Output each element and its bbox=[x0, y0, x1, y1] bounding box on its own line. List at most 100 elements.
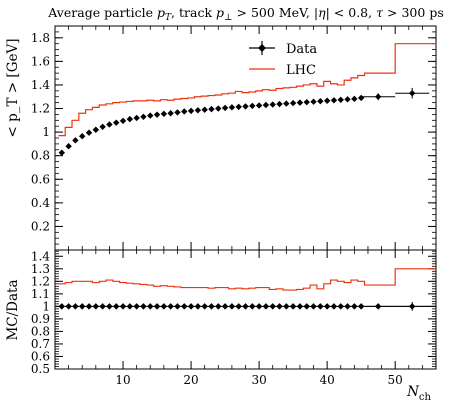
y-axis-label: < p_T > [GeV] bbox=[5, 39, 21, 138]
data-point bbox=[408, 90, 416, 97]
data-point bbox=[337, 303, 344, 310]
data-point bbox=[283, 303, 290, 310]
main-series-data bbox=[58, 87, 430, 156]
data-point bbox=[133, 303, 140, 310]
ratio-y-axis-label: MC/Data bbox=[5, 279, 21, 340]
ratio-x-tick-label: 20 bbox=[183, 373, 198, 387]
ratio-x-tick-label: 30 bbox=[251, 373, 266, 387]
data-point bbox=[283, 100, 290, 107]
data-point bbox=[201, 303, 208, 310]
ratio-y-tick-label: 1 bbox=[42, 299, 50, 313]
data-point bbox=[235, 303, 242, 310]
data-point bbox=[310, 303, 317, 310]
data-point bbox=[119, 117, 127, 125]
data-point bbox=[187, 107, 195, 115]
data-point bbox=[92, 303, 100, 310]
ratio-y-tick-label: 0.5 bbox=[31, 362, 50, 376]
data-point bbox=[255, 303, 263, 310]
data-point bbox=[323, 303, 331, 310]
data-point bbox=[79, 133, 86, 140]
data-point bbox=[215, 303, 222, 310]
data-point bbox=[228, 104, 236, 111]
data-point bbox=[374, 303, 382, 310]
data-point bbox=[296, 303, 304, 310]
ratio-y-tick-label: 1.1 bbox=[31, 287, 50, 301]
ratio-y-tick-label: 0.6 bbox=[31, 349, 50, 363]
main-y-tick-label: 0.2 bbox=[31, 219, 50, 233]
data-point bbox=[187, 303, 195, 310]
data-point bbox=[153, 111, 161, 118]
data-point bbox=[208, 303, 215, 310]
ratio-y-tick-label: 1.3 bbox=[31, 262, 50, 276]
data-point bbox=[174, 303, 181, 310]
data-point bbox=[58, 303, 66, 310]
legend-label-lhc: LHC bbox=[286, 63, 316, 78]
data-point bbox=[276, 100, 283, 108]
data-point bbox=[65, 143, 72, 150]
data-point bbox=[79, 303, 86, 310]
data-point bbox=[351, 303, 358, 310]
data-point bbox=[119, 303, 127, 310]
data-point bbox=[269, 303, 276, 310]
data-point bbox=[174, 109, 181, 116]
ratio-x-tick-label: 40 bbox=[320, 373, 335, 387]
x-axis-label: Nch bbox=[406, 384, 431, 403]
data-point bbox=[133, 114, 140, 122]
main-frame bbox=[54, 25, 437, 251]
data-point bbox=[92, 126, 100, 133]
data-point bbox=[194, 303, 202, 310]
data-point bbox=[160, 303, 168, 310]
data-point bbox=[126, 303, 134, 310]
main-y-tick-label: 1.8 bbox=[31, 31, 50, 45]
data-point bbox=[160, 110, 168, 118]
main-y-tick-label: 0.8 bbox=[31, 149, 50, 163]
data-point bbox=[85, 129, 93, 136]
ratio-series-data bbox=[55, 301, 436, 311]
main-y-tick-label: 1.4 bbox=[31, 78, 50, 92]
data-point bbox=[337, 96, 344, 104]
data-point bbox=[296, 99, 304, 106]
ratio-x-tick-label: 50 bbox=[388, 373, 403, 387]
data-point bbox=[351, 95, 358, 103]
data-point bbox=[262, 101, 270, 109]
data-point bbox=[255, 102, 263, 109]
legend-data-marker bbox=[258, 44, 266, 52]
data-point bbox=[269, 101, 276, 108]
ratio-y-tick-label: 0.7 bbox=[31, 337, 50, 351]
legend: Data LHC bbox=[249, 41, 317, 78]
data-point bbox=[262, 303, 270, 310]
data-point bbox=[344, 96, 351, 103]
data-point bbox=[208, 105, 215, 113]
data-point bbox=[85, 303, 93, 310]
data-point bbox=[289, 99, 297, 107]
data-point bbox=[249, 102, 256, 110]
data-point bbox=[310, 98, 317, 105]
data-point bbox=[113, 119, 120, 126]
data-point bbox=[408, 303, 416, 310]
data-point bbox=[106, 121, 113, 128]
data-point bbox=[344, 303, 351, 310]
ratio-y-tick-label: 1.4 bbox=[31, 249, 50, 263]
ratio-y-tick-label: 0.8 bbox=[31, 324, 50, 338]
data-point bbox=[323, 97, 331, 104]
data-point bbox=[167, 303, 174, 310]
data-point bbox=[181, 108, 188, 115]
data-point bbox=[153, 303, 161, 310]
data-point bbox=[330, 303, 338, 310]
main-y-tick-label: 0.6 bbox=[31, 172, 50, 186]
main-y-tick-label: 1.2 bbox=[31, 102, 50, 116]
data-point bbox=[276, 303, 283, 310]
main-y-tick-label: 0.4 bbox=[31, 196, 50, 210]
data-point bbox=[72, 137, 79, 144]
data-point bbox=[147, 112, 154, 119]
main-plot-panel: 0.2 0.4 0.6 0.8 1 1.2 1.4 1.6 1.8 bbox=[31, 25, 437, 251]
data-point bbox=[303, 98, 310, 106]
data-point bbox=[181, 303, 188, 310]
data-point bbox=[65, 303, 72, 310]
data-point bbox=[140, 303, 147, 310]
data-point bbox=[147, 303, 154, 310]
data-point bbox=[317, 98, 324, 105]
data-point bbox=[221, 303, 229, 310]
